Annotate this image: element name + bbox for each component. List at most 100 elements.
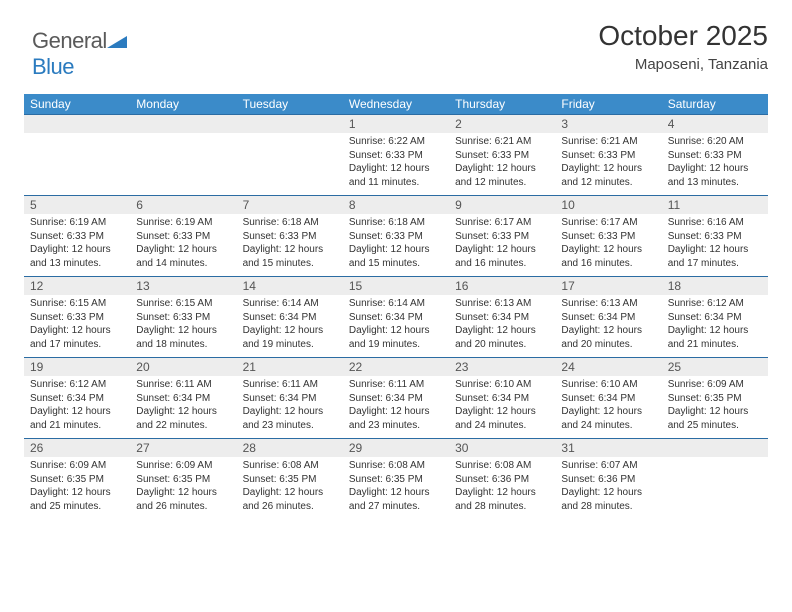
sunrise-text: Sunrise: 6:18 AM xyxy=(349,216,443,230)
sunrise-text: Sunrise: 6:10 AM xyxy=(455,378,549,392)
sunset-text: Sunset: 6:35 PM xyxy=(30,473,124,487)
day-cell-content: Sunrise: 6:08 AMSunset: 6:35 PMDaylight:… xyxy=(343,457,449,519)
daylight-text: Daylight: 12 hours and 12 minutes. xyxy=(561,162,655,189)
logo-text-blue: Blue xyxy=(32,54,74,79)
day-cell-content: Sunrise: 6:09 AMSunset: 6:35 PMDaylight:… xyxy=(662,376,768,439)
sunset-text: Sunset: 6:34 PM xyxy=(136,392,230,406)
day-number: 4 xyxy=(662,115,768,133)
sunset-text: Sunset: 6:34 PM xyxy=(243,311,337,325)
day-cell-content: Sunrise: 6:17 AMSunset: 6:33 PMDaylight:… xyxy=(555,214,661,277)
day-number: 20 xyxy=(130,358,236,376)
day-details: Sunrise: 6:12 AMSunset: 6:34 PMDaylight:… xyxy=(662,295,768,357)
sunrise-text: Sunrise: 6:18 AM xyxy=(243,216,337,230)
day-details: Sunrise: 6:21 AMSunset: 6:33 PMDaylight:… xyxy=(555,133,661,195)
day-number: 8 xyxy=(343,196,449,214)
sunrise-text: Sunrise: 6:19 AM xyxy=(30,216,124,230)
sunrise-text: Sunrise: 6:08 AM xyxy=(455,459,549,473)
daylight-text: Daylight: 12 hours and 28 minutes. xyxy=(455,486,549,513)
week-content-row: Sunrise: 6:15 AMSunset: 6:33 PMDaylight:… xyxy=(24,295,768,358)
sunset-text: Sunset: 6:35 PM xyxy=(243,473,337,487)
daylight-text: Daylight: 12 hours and 19 minutes. xyxy=(349,324,443,351)
day-cell-num: 19 xyxy=(24,358,130,377)
sunrise-text: Sunrise: 6:13 AM xyxy=(561,297,655,311)
sunset-text: Sunset: 6:34 PM xyxy=(243,392,337,406)
day-number: 16 xyxy=(449,277,555,295)
day-cell-content: Sunrise: 6:15 AMSunset: 6:33 PMDaylight:… xyxy=(130,295,236,358)
sunrise-text: Sunrise: 6:09 AM xyxy=(136,459,230,473)
day-details: Sunrise: 6:15 AMSunset: 6:33 PMDaylight:… xyxy=(24,295,130,357)
sunrise-text: Sunrise: 6:17 AM xyxy=(561,216,655,230)
day-number: 21 xyxy=(237,358,343,376)
day-header: Wednesday xyxy=(343,94,449,115)
sunset-text: Sunset: 6:34 PM xyxy=(455,392,549,406)
day-cell-num: 14 xyxy=(237,277,343,296)
day-cell-content: Sunrise: 6:09 AMSunset: 6:35 PMDaylight:… xyxy=(24,457,130,519)
day-cell-content xyxy=(24,133,130,196)
sunset-text: Sunset: 6:35 PM xyxy=(668,392,762,406)
day-cell-num xyxy=(237,115,343,134)
day-number xyxy=(662,439,768,443)
day-number: 27 xyxy=(130,439,236,457)
day-cell-num: 22 xyxy=(343,358,449,377)
sunset-text: Sunset: 6:33 PM xyxy=(455,230,549,244)
day-number xyxy=(130,115,236,119)
day-cell-num: 5 xyxy=(24,196,130,215)
day-cell-content: Sunrise: 6:11 AMSunset: 6:34 PMDaylight:… xyxy=(130,376,236,439)
sunset-text: Sunset: 6:33 PM xyxy=(349,149,443,163)
sunset-text: Sunset: 6:33 PM xyxy=(136,230,230,244)
sunrise-text: Sunrise: 6:11 AM xyxy=(136,378,230,392)
sunset-text: Sunset: 6:33 PM xyxy=(30,230,124,244)
day-number: 1 xyxy=(343,115,449,133)
day-cell-num: 7 xyxy=(237,196,343,215)
week-daynum-row: 1234 xyxy=(24,115,768,134)
day-details: Sunrise: 6:07 AMSunset: 6:36 PMDaylight:… xyxy=(555,457,661,519)
daylight-text: Daylight: 12 hours and 20 minutes. xyxy=(455,324,549,351)
day-cell-content: Sunrise: 6:22 AMSunset: 6:33 PMDaylight:… xyxy=(343,133,449,196)
day-details: Sunrise: 6:10 AMSunset: 6:34 PMDaylight:… xyxy=(449,376,555,438)
sunset-text: Sunset: 6:36 PM xyxy=(561,473,655,487)
day-cell-content: Sunrise: 6:18 AMSunset: 6:33 PMDaylight:… xyxy=(237,214,343,277)
day-cell-content: Sunrise: 6:07 AMSunset: 6:36 PMDaylight:… xyxy=(555,457,661,519)
day-number xyxy=(237,115,343,119)
sunrise-text: Sunrise: 6:21 AM xyxy=(455,135,549,149)
sunrise-text: Sunrise: 6:19 AM xyxy=(136,216,230,230)
day-cell-num: 2 xyxy=(449,115,555,134)
day-cell-content: Sunrise: 6:15 AMSunset: 6:33 PMDaylight:… xyxy=(24,295,130,358)
day-cell-num: 20 xyxy=(130,358,236,377)
day-details: Sunrise: 6:09 AMSunset: 6:35 PMDaylight:… xyxy=(130,457,236,519)
day-cell-content: Sunrise: 6:11 AMSunset: 6:34 PMDaylight:… xyxy=(237,376,343,439)
day-cell-num: 1 xyxy=(343,115,449,134)
day-number: 17 xyxy=(555,277,661,295)
day-cell-num: 25 xyxy=(662,358,768,377)
day-cell-num: 18 xyxy=(662,277,768,296)
calendar-header-row: SundayMondayTuesdayWednesdayThursdayFrid… xyxy=(24,94,768,115)
day-number: 26 xyxy=(24,439,130,457)
day-details: Sunrise: 6:18 AMSunset: 6:33 PMDaylight:… xyxy=(343,214,449,276)
sunrise-text: Sunrise: 6:08 AM xyxy=(243,459,337,473)
sunrise-text: Sunrise: 6:21 AM xyxy=(561,135,655,149)
day-number: 18 xyxy=(662,277,768,295)
sunset-text: Sunset: 6:33 PM xyxy=(561,230,655,244)
day-header: Thursday xyxy=(449,94,555,115)
daylight-text: Daylight: 12 hours and 19 minutes. xyxy=(243,324,337,351)
day-header: Monday xyxy=(130,94,236,115)
day-details: Sunrise: 6:09 AMSunset: 6:35 PMDaylight:… xyxy=(24,457,130,519)
daylight-text: Daylight: 12 hours and 22 minutes. xyxy=(136,405,230,432)
daylight-text: Daylight: 12 hours and 18 minutes. xyxy=(136,324,230,351)
day-cell-num: 6 xyxy=(130,196,236,215)
title-block: October 2025 Maposeni, Tanzania xyxy=(598,20,768,73)
day-cell-num: 28 xyxy=(237,439,343,458)
sunrise-text: Sunrise: 6:14 AM xyxy=(243,297,337,311)
day-cell-content: Sunrise: 6:08 AMSunset: 6:36 PMDaylight:… xyxy=(449,457,555,519)
day-details: Sunrise: 6:16 AMSunset: 6:33 PMDaylight:… xyxy=(662,214,768,276)
day-cell-num: 24 xyxy=(555,358,661,377)
day-cell-content: Sunrise: 6:19 AMSunset: 6:33 PMDaylight:… xyxy=(24,214,130,277)
daylight-text: Daylight: 12 hours and 13 minutes. xyxy=(668,162,762,189)
sunrise-text: Sunrise: 6:15 AM xyxy=(30,297,124,311)
day-number: 12 xyxy=(24,277,130,295)
sunrise-text: Sunrise: 6:10 AM xyxy=(561,378,655,392)
day-details: Sunrise: 6:18 AMSunset: 6:33 PMDaylight:… xyxy=(237,214,343,276)
daylight-text: Daylight: 12 hours and 12 minutes. xyxy=(455,162,549,189)
day-cell-num: 9 xyxy=(449,196,555,215)
day-cell-content: Sunrise: 6:08 AMSunset: 6:35 PMDaylight:… xyxy=(237,457,343,519)
